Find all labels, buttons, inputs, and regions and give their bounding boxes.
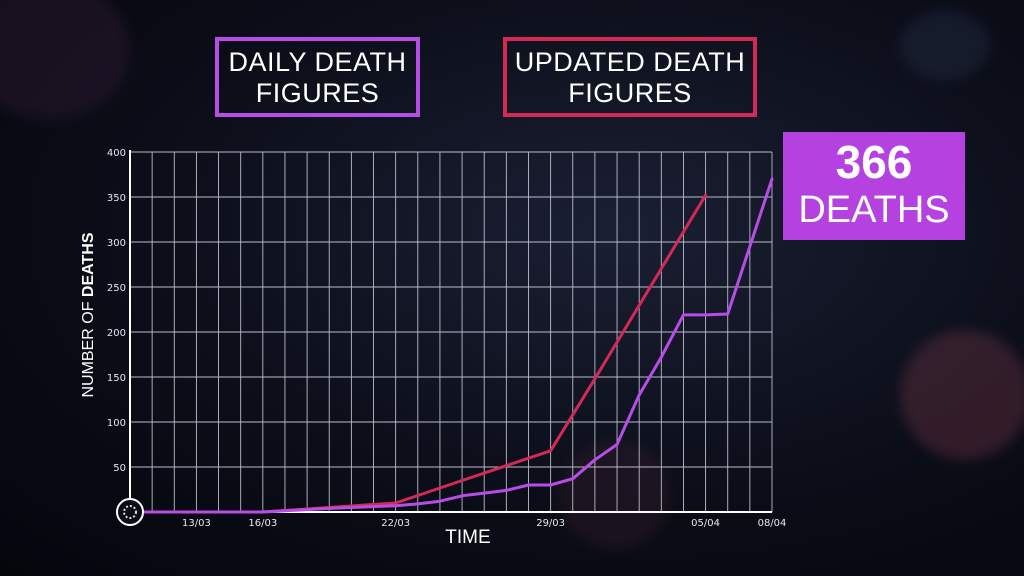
y-tick-label: 300 — [107, 238, 126, 249]
background-bokeh — [560, 440, 670, 550]
legend-daily-line1: DAILY DEATH — [228, 47, 407, 77]
chart-tick-labels: 50 100 150 200 250 300 350 400 13/03 16/03 22/03 29… — [107, 148, 787, 529]
y-tick-label: 50 — [113, 463, 126, 474]
callout-number: 366 — [835, 136, 913, 188]
callout-label: DEATHS — [798, 189, 950, 231]
x-axis-label: TIME — [445, 527, 490, 548]
background-bokeh — [900, 10, 990, 80]
chart-grid — [130, 151, 773, 512]
x-tick-label: 13/03 — [182, 518, 211, 529]
x-tick-label: 05/04 — [691, 518, 720, 529]
y-tick-label: 150 — [107, 373, 126, 384]
legend-updated-death-figures: UPDATED DEATH FIGURES — [503, 37, 757, 117]
x-tick-label: 22/03 — [381, 518, 410, 529]
legend-updated-line2: FIGURES — [568, 78, 692, 108]
legend-updated-line1: UPDATED DEATH — [514, 47, 746, 77]
y-axis-label: NUMBER OF DEATHS — [80, 232, 97, 397]
x-tick-label: 08/04 — [758, 518, 787, 529]
y-tick-label: 100 — [107, 418, 126, 429]
y-tick-label: 250 — [107, 283, 126, 294]
y-tick-label: 200 — [107, 328, 126, 339]
background-bokeh — [900, 330, 1024, 460]
series-line — [128, 177, 774, 514]
x-tick-label: 16/03 — [248, 518, 277, 529]
deaths-callout: 366 DEATHS — [783, 132, 965, 240]
y-axis-label-bold: DEATHS — [80, 232, 97, 297]
y-axis-label-prefix: NUMBER OF — [80, 297, 97, 397]
y-tick-label: 400 — [107, 148, 126, 159]
legend-daily-line2: FIGURES — [255, 78, 380, 108]
virus-icon — [116, 498, 144, 526]
legend-daily-death-figures: DAILY DEATH FIGURES — [215, 37, 420, 117]
y-tick-label: 350 — [107, 193, 126, 204]
x-tick-label: 29/03 — [536, 518, 565, 529]
chart-series — [128, 177, 774, 514]
